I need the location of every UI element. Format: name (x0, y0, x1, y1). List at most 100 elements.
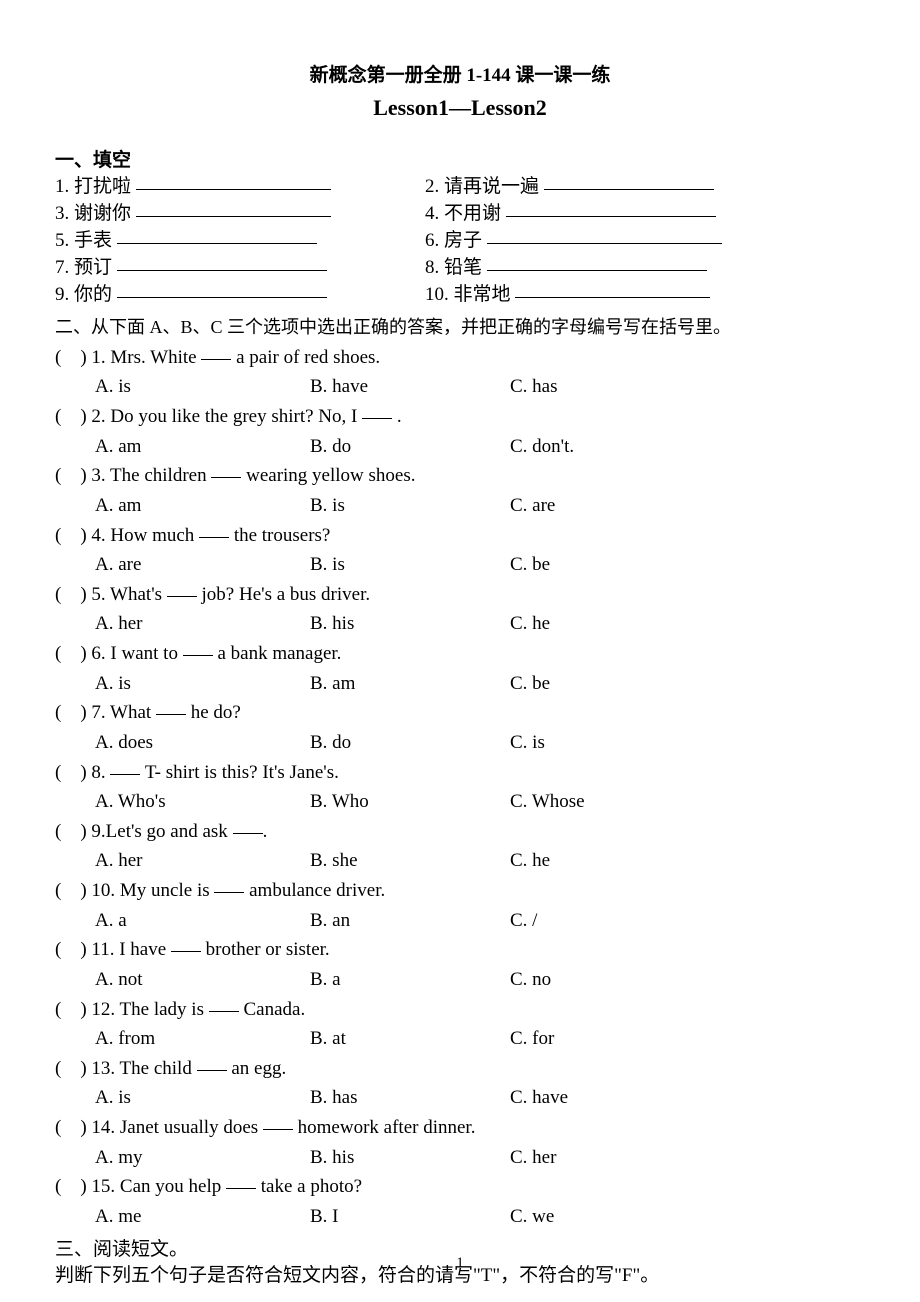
option-b: B. a (310, 965, 510, 995)
option-c: C. / (510, 906, 865, 936)
option-row: A. herB. his C. he (55, 609, 865, 639)
option-a: A. her (95, 609, 310, 639)
answer-blank[interactable] (199, 537, 229, 538)
fill-item: 4. 不用谢 (425, 201, 865, 228)
option-a: A. from (95, 1024, 310, 1054)
section1-heading: 一、填空 (55, 145, 865, 172)
option-a: A. is (95, 1083, 310, 1113)
fill-item: 1. 打扰啦 (55, 174, 425, 201)
option-b: B. am (310, 669, 510, 699)
fill-item: 2. 请再说一遍 (425, 174, 865, 201)
fill-blank[interactable] (506, 216, 716, 217)
answer-blank[interactable] (233, 833, 263, 834)
question-stem: ( ) 6. I want to a bank manager. (55, 639, 865, 669)
fill-item: 7. 预订 (55, 255, 425, 282)
question-stem: ( ) 3. The children wearing yellow shoes… (55, 461, 865, 491)
option-row: A. amB. doC. don't. (55, 432, 865, 462)
option-a: A. Who's (95, 787, 310, 817)
question-stem: ( ) 15. Can you help take a photo? (55, 1172, 865, 1202)
fill-blank[interactable] (136, 216, 331, 217)
fill-blank[interactable] (515, 297, 710, 298)
question-stem: ( ) 12. The lady is Canada. (55, 995, 865, 1025)
option-c: C. he (510, 846, 865, 876)
fill-blank[interactable] (136, 189, 331, 190)
fill-blank[interactable] (117, 243, 317, 244)
question-stem: ( ) 7. What he do? (55, 698, 865, 728)
answer-blank[interactable] (171, 951, 201, 952)
option-c: C. we (510, 1202, 865, 1232)
fill-item: 10. 非常地 (425, 282, 865, 309)
option-c: C. for (510, 1024, 865, 1054)
answer-blank[interactable] (214, 892, 244, 893)
option-a: A. not (95, 965, 310, 995)
answer-blank[interactable] (362, 418, 392, 419)
answer-blank[interactable] (209, 1011, 239, 1012)
question-stem: ( ) 14. Janet usually does homework afte… (55, 1113, 865, 1143)
option-row: A. herB. sheC. he (55, 846, 865, 876)
question-stem: ( ) 8. T- shirt is this? It's Jane's. (55, 758, 865, 788)
option-row: A. notB. aC. no (55, 965, 865, 995)
option-row: A. aB. anC. / (55, 906, 865, 936)
question-stem: ( ) 10. My uncle is ambulance driver. (55, 876, 865, 906)
option-b: B. Who (310, 787, 510, 817)
fill-item: 6. 房子 (425, 228, 865, 255)
fill-item: 3. 谢谢你 (55, 201, 425, 228)
fill-blank[interactable] (544, 189, 714, 190)
answer-blank[interactable] (167, 596, 197, 597)
option-b: B. do (310, 728, 510, 758)
title-main: 新概念第一册全册 1-144 课一课一练 (55, 60, 865, 87)
question-stem: ( ) 4. How much the trousers? (55, 521, 865, 551)
option-row: A. isB. amC. be (55, 669, 865, 699)
question-stem: ( ) 9.Let's go and ask . (55, 817, 865, 847)
fill-row: 9. 你的 10. 非常地 (55, 282, 865, 309)
fill-blank[interactable] (487, 270, 707, 271)
option-b: B. have (310, 372, 510, 402)
option-c: C. her (510, 1143, 865, 1173)
answer-blank[interactable] (197, 1070, 227, 1071)
answer-blank[interactable] (211, 477, 241, 478)
fill-row: 1. 打扰啦 2. 请再说一遍 (55, 174, 865, 201)
question-stem: ( ) 11. I have brother or sister. (55, 935, 865, 965)
answer-blank[interactable] (183, 655, 213, 656)
option-a: A. is (95, 372, 310, 402)
option-c: C. are (510, 491, 865, 521)
question-stem: ( ) 1. Mrs. White a pair of red shoes. (55, 343, 865, 373)
option-b: B. his (310, 609, 510, 639)
option-row: A. isB. hasC. have (55, 1083, 865, 1113)
fill-item: 5. 手表 (55, 228, 425, 255)
option-row: A. Who'sB. WhoC. Whose (55, 787, 865, 817)
option-b: B. do (310, 432, 510, 462)
option-c: C. be (510, 550, 865, 580)
fill-item: 8. 铅笔 (425, 255, 865, 282)
option-row: A. areB. isC. be (55, 550, 865, 580)
option-a: A. my (95, 1143, 310, 1173)
fill-blank[interactable] (117, 297, 327, 298)
fill-blank[interactable] (487, 243, 722, 244)
option-a: A. does (95, 728, 310, 758)
option-b: B. she (310, 846, 510, 876)
option-row: A. amB. isC. are (55, 491, 865, 521)
question-stem: ( ) 2. Do you like the grey shirt? No, I… (55, 402, 865, 432)
option-c: C. is (510, 728, 865, 758)
answer-blank[interactable] (263, 1129, 293, 1130)
option-row: A. fromB. atC. for (55, 1024, 865, 1054)
fill-item: 9. 你的 (55, 282, 425, 309)
fill-row: 3. 谢谢你 4. 不用谢 (55, 201, 865, 228)
option-b: B. his (310, 1143, 510, 1173)
answer-blank[interactable] (226, 1188, 256, 1189)
answer-blank[interactable] (156, 714, 186, 715)
answer-blank[interactable] (201, 359, 231, 360)
option-b: B. I (310, 1202, 510, 1232)
fill-blank[interactable] (117, 270, 327, 271)
option-c: C. have (510, 1083, 865, 1113)
answer-blank[interactable] (110, 774, 140, 775)
option-row: A. doesB. doC. is (55, 728, 865, 758)
option-c: C. he (510, 609, 865, 639)
option-a: A. am (95, 491, 310, 521)
option-c: C. no (510, 965, 865, 995)
option-b: B. is (310, 550, 510, 580)
page-number: 1 (0, 1255, 920, 1272)
option-a: A. are (95, 550, 310, 580)
option-c: C. Whose (510, 787, 865, 817)
option-b: B. an (310, 906, 510, 936)
